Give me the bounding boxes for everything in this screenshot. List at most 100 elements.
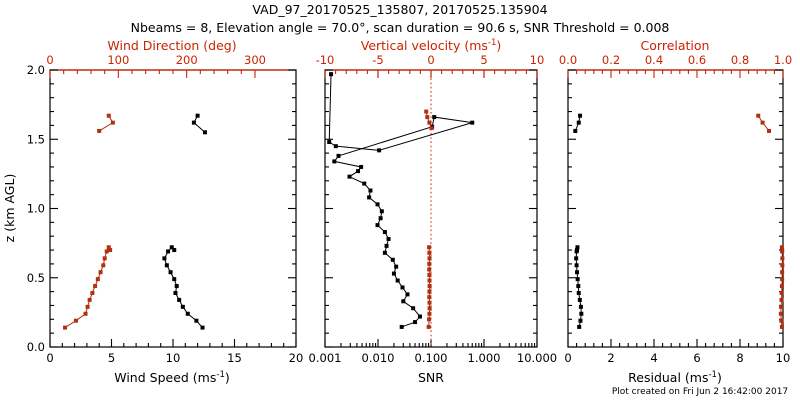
panel-1-data-marker bbox=[110, 120, 115, 125]
panel-3-data-marker bbox=[780, 256, 785, 261]
panel-3-data-marker bbox=[577, 297, 582, 302]
panel-3-data-marker bbox=[576, 290, 581, 295]
panel-3-data-marker bbox=[779, 304, 784, 309]
panel-3-data-marker bbox=[756, 113, 761, 118]
panel-2-data-marker bbox=[427, 284, 432, 289]
panel-3-data-marker bbox=[576, 120, 581, 125]
panel-2-series-line bbox=[328, 74, 473, 328]
panel-2-data-marker bbox=[375, 223, 380, 228]
panel-2-data-marker bbox=[427, 120, 432, 125]
panel-2-data-marker bbox=[382, 230, 387, 235]
svg-text:0: 0 bbox=[46, 351, 53, 365]
panel2-top-axis-title: Vertical velocity (ms-1) bbox=[361, 38, 502, 53]
panel-2-data-marker bbox=[382, 250, 387, 255]
svg-text:0: 0 bbox=[427, 53, 434, 67]
panel-2-data-marker bbox=[333, 144, 338, 149]
svg-text:0.0: 0.0 bbox=[559, 53, 577, 67]
panel-1-data-marker bbox=[101, 263, 106, 268]
panel-3-data-marker bbox=[779, 297, 784, 302]
panel-2-data-marker bbox=[427, 256, 432, 261]
panel-1-data-marker bbox=[177, 297, 182, 302]
panel-2-data-marker bbox=[368, 188, 373, 193]
panel-1-data-marker bbox=[90, 290, 95, 295]
panel-2-data-marker bbox=[427, 267, 432, 272]
svg-text:300: 300 bbox=[244, 53, 266, 67]
panel-2-data-marker bbox=[429, 126, 434, 131]
panel-3-data-marker bbox=[575, 270, 580, 275]
panel-1-data-marker bbox=[173, 290, 178, 295]
svg-text:4: 4 bbox=[650, 351, 657, 365]
panel-1-data-marker bbox=[97, 128, 102, 133]
panel-3-data-marker bbox=[780, 263, 785, 268]
y-axis-label: z (km AGL) bbox=[2, 174, 17, 243]
figure-title: VAD_97_20170525_135807, 20170525.135904 bbox=[252, 2, 547, 17]
svg-text:10: 10 bbox=[166, 351, 181, 365]
panel-1-data-marker bbox=[102, 256, 107, 261]
panel-2-data-marker bbox=[332, 159, 337, 164]
panel-2-data-marker bbox=[418, 314, 422, 319]
panel-2-data-marker bbox=[362, 181, 367, 186]
panel-3-data-marker bbox=[760, 120, 765, 125]
panel-1-data-marker bbox=[169, 245, 174, 250]
svg-text:5: 5 bbox=[480, 53, 487, 67]
panel-2-data-marker bbox=[424, 109, 429, 114]
panel-3-data-marker bbox=[578, 318, 583, 323]
svg-text:6: 6 bbox=[693, 351, 700, 365]
panel-1-data-marker bbox=[73, 318, 78, 323]
panel-2-data-marker bbox=[375, 202, 380, 207]
panel-1-data-marker bbox=[63, 325, 68, 330]
panel-3-data-marker bbox=[575, 248, 580, 253]
panel-1-data-marker bbox=[83, 311, 88, 316]
panel-2-data-marker bbox=[427, 272, 432, 277]
svg-text:10: 10 bbox=[776, 351, 791, 365]
panel-2-data-marker bbox=[427, 250, 432, 255]
panel-2-data-marker bbox=[413, 320, 418, 325]
svg-text:-10: -10 bbox=[316, 53, 335, 67]
panel2-bottom-axis-title: SNR bbox=[418, 370, 444, 385]
panel-2-data-marker bbox=[427, 317, 432, 322]
panel-3-data-marker bbox=[578, 113, 583, 118]
svg-text:0.2: 0.2 bbox=[602, 53, 620, 67]
panel-2-data-marker bbox=[390, 257, 395, 262]
panel1-bottom-axis-title: Wind Speed (ms-1) bbox=[114, 370, 230, 385]
panel-1-data-marker bbox=[174, 284, 179, 289]
panel-2-data-marker bbox=[401, 299, 406, 304]
panel-1-data-marker bbox=[85, 304, 90, 309]
panel-3-data-marker bbox=[574, 263, 579, 268]
panel-3-data-marker bbox=[576, 284, 581, 289]
y-tick-label: 0.5 bbox=[27, 271, 45, 285]
svg-text:0.6: 0.6 bbox=[688, 53, 706, 67]
panel-2-data-marker bbox=[356, 169, 361, 174]
panel-1-data-marker bbox=[168, 270, 173, 275]
plot-creation-timestamp: Plot created on Fri Jun 2 16:42:00 2017 bbox=[612, 387, 788, 397]
svg-text:0: 0 bbox=[564, 351, 571, 365]
panel-2-data-marker bbox=[347, 174, 352, 179]
panel-3-data-marker bbox=[779, 290, 784, 295]
panel-2-data-marker bbox=[399, 324, 404, 329]
panel-2-data-marker bbox=[386, 236, 391, 241]
panel-3-data-marker bbox=[780, 248, 785, 253]
panel-2-data-marker bbox=[411, 306, 416, 311]
panel-2-data-marker bbox=[379, 209, 384, 214]
panel-1-data-marker bbox=[106, 113, 111, 118]
panel-2-data-marker bbox=[427, 289, 432, 294]
panel-1-data-marker bbox=[166, 249, 171, 254]
panel-1-data-marker bbox=[164, 263, 169, 268]
panel-3-data-marker bbox=[779, 245, 784, 250]
panel-2-data-marker bbox=[427, 278, 432, 283]
svg-text:20: 20 bbox=[289, 351, 304, 365]
panel-1-data-marker bbox=[104, 249, 109, 254]
svg-text:2: 2 bbox=[607, 351, 614, 365]
svg-text:1.0: 1.0 bbox=[774, 53, 792, 67]
panel-3-data-marker bbox=[779, 284, 784, 289]
panel-2-data-marker bbox=[427, 295, 432, 300]
panel-1-data-marker bbox=[106, 245, 111, 250]
panel-1-data-marker bbox=[98, 270, 103, 275]
panel-1-data-marker bbox=[195, 113, 200, 118]
y-tick-label: 1.5 bbox=[27, 132, 45, 146]
panel-3-data-marker bbox=[779, 318, 784, 323]
panel1-top-axis-title: Wind Direction (deg) bbox=[107, 38, 236, 53]
panel-3-data-marker bbox=[575, 277, 580, 282]
panel-3-data-marker bbox=[574, 256, 579, 261]
